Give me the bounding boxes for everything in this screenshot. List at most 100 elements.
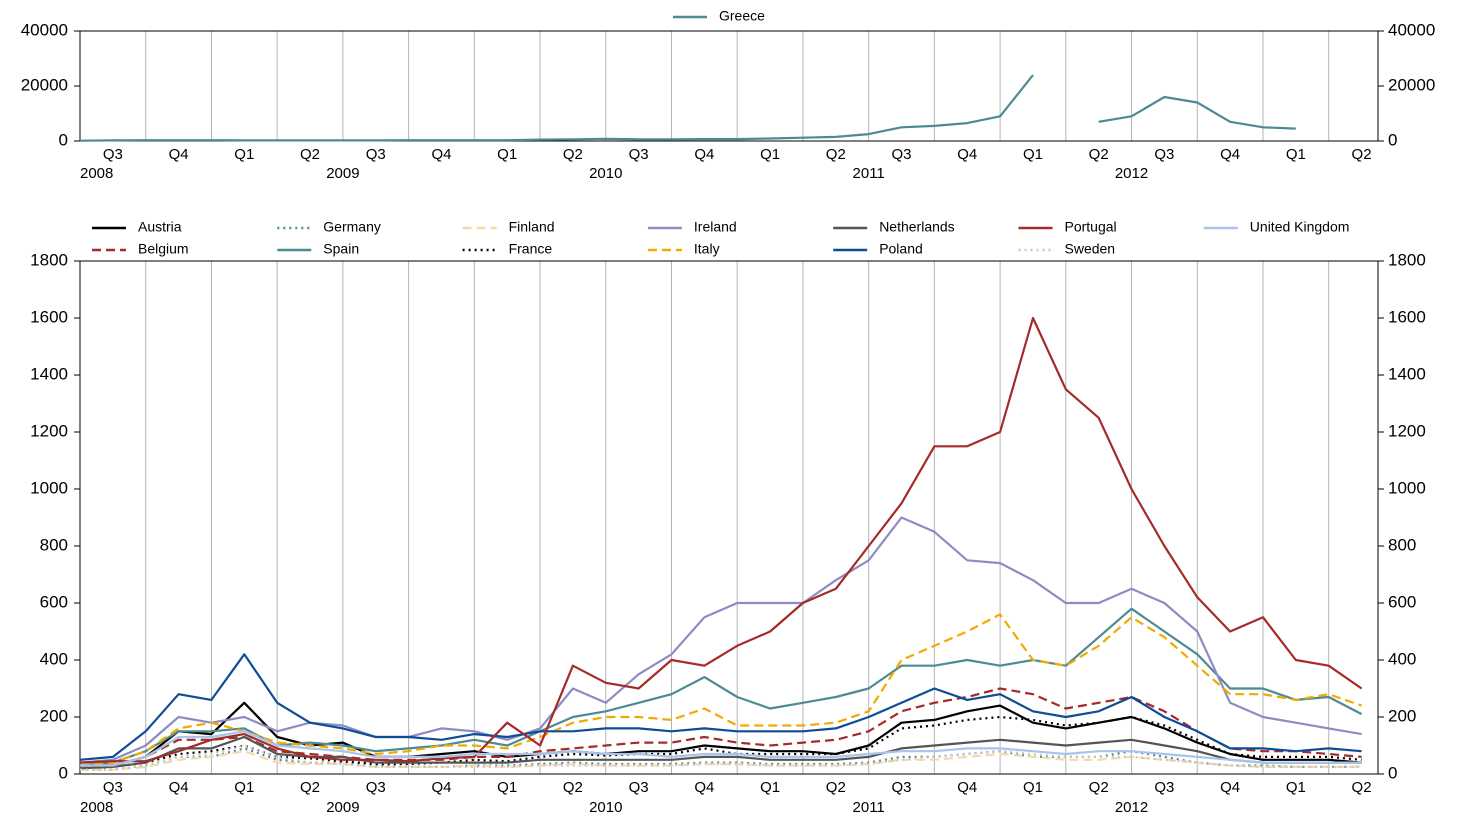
x-tick-label: Q3: [892, 146, 912, 163]
y-tick-label-right: 40000: [1388, 20, 1435, 39]
y-tick-label: 0: [59, 763, 68, 782]
series-line: [79, 715, 1362, 770]
x-tick-label: Q1: [760, 779, 780, 796]
series-line: [80, 701, 1362, 767]
legend-label: Netherlands: [879, 219, 955, 235]
x-tick-label: Q2: [1352, 779, 1372, 796]
x-tick-label: Q1: [1023, 779, 1043, 796]
legend-label: France: [509, 241, 553, 257]
y-tick-label: 1600: [30, 307, 68, 326]
legend-label: Italy: [694, 241, 720, 257]
series-line: [79, 516, 1362, 764]
x-tick-label: Q4: [1220, 779, 1240, 796]
year-label: 2012: [1115, 165, 1148, 182]
legend-label: Ireland: [694, 219, 737, 235]
year-label: 2008: [80, 165, 113, 182]
x-tick-label: Q4: [957, 146, 977, 163]
series-line: [79, 613, 1362, 767]
year-label: 2009: [326, 165, 359, 182]
y-tick-label-right: 1800: [1388, 250, 1426, 269]
x-tick-label: Q1: [1023, 146, 1043, 163]
year-label: 2010: [589, 165, 622, 182]
series-line: [80, 687, 1362, 767]
y-tick-label-right: 20000: [1388, 75, 1435, 94]
y-tick-label-right: 400: [1388, 649, 1416, 668]
x-tick-label: Q3: [366, 779, 386, 796]
x-tick-label: Q4: [169, 146, 189, 163]
x-tick-label: Q3: [103, 779, 123, 796]
x-tick-label: Q2: [1089, 779, 1109, 796]
series-line: [79, 316, 1363, 764]
plot-frame: [79, 30, 1379, 142]
year-label: 2009: [326, 799, 359, 816]
legend-label: Belgium: [138, 241, 189, 257]
series-line: [80, 730, 1362, 767]
legend-label: Greece: [719, 8, 765, 24]
x-tick-label: Q3: [892, 779, 912, 796]
year-label: 2010: [589, 799, 622, 816]
year-label: 2011: [853, 799, 885, 816]
y-tick-label: 1800: [30, 250, 68, 269]
legend-label: Finland: [509, 219, 555, 235]
x-tick-label: Q4: [694, 779, 714, 796]
x-tick-label: Q4: [169, 779, 189, 796]
x-tick-label: Q2: [563, 146, 583, 163]
x-tick-label: Q4: [431, 779, 451, 796]
y-tick-label: 800: [40, 535, 68, 554]
y-tick-label: 1200: [30, 421, 68, 440]
series-line: [80, 744, 1362, 771]
x-tick-label: Q3: [629, 146, 649, 163]
x-tick-label: Q3: [629, 779, 649, 796]
legend-label: Austria: [138, 219, 182, 235]
y-tick-label: 1000: [30, 478, 68, 497]
y-tick-label-right: 1000: [1388, 478, 1426, 497]
legend-label: Poland: [879, 241, 923, 257]
x-tick-label: Q2: [563, 779, 583, 796]
legend-label: Germany: [323, 219, 381, 235]
x-tick-label: Q4: [431, 146, 451, 163]
y-tick-label: 40000: [21, 20, 68, 39]
y-tick-label-right: 800: [1388, 535, 1416, 554]
y-tick-label: 1400: [30, 364, 68, 383]
legend-label: Sweden: [1065, 241, 1116, 257]
legend-label: Portugal: [1065, 219, 1117, 235]
y-tick-label: 20000: [21, 75, 68, 94]
x-tick-label: Q2: [300, 146, 320, 163]
legend-label: Spain: [323, 241, 359, 257]
x-tick-label: Q1: [234, 146, 254, 163]
x-tick-label: Q4: [1220, 146, 1240, 163]
y-tick-label: 0: [59, 130, 68, 149]
x-tick-label: Q1: [497, 146, 517, 163]
x-tick-label: Q2: [1352, 146, 1372, 163]
y-tick-label-right: 1600: [1388, 307, 1426, 326]
x-tick-label: Q4: [957, 779, 977, 796]
plot-frame: [79, 260, 1379, 775]
x-tick-label: Q1: [234, 779, 254, 796]
x-tick-label: Q1: [1286, 146, 1306, 163]
y-tick-label: 200: [40, 706, 68, 725]
x-tick-label: Q3: [103, 146, 123, 163]
legend-label: United Kingdom: [1250, 219, 1350, 235]
y-tick-label-right: 0: [1388, 763, 1397, 782]
x-tick-label: Q2: [826, 146, 846, 163]
x-tick-label: Q1: [760, 146, 780, 163]
year-label: 2011: [853, 165, 885, 182]
x-tick-label: Q1: [1286, 779, 1306, 796]
x-tick-label: Q3: [1154, 779, 1174, 796]
x-tick-label: Q3: [366, 146, 386, 163]
x-tick-label: Q3: [1154, 146, 1174, 163]
y-tick-label-right: 0: [1388, 130, 1397, 149]
x-tick-label: Q2: [826, 779, 846, 796]
y-tick-label-right: 200: [1388, 706, 1416, 725]
series-line: [80, 747, 1362, 771]
x-tick-label: Q2: [1089, 146, 1109, 163]
x-tick-label: Q2: [300, 779, 320, 796]
y-tick-label-right: 1200: [1388, 421, 1426, 440]
y-tick-label: 400: [40, 649, 68, 668]
series-line: [79, 735, 1362, 770]
x-tick-label: Q1: [497, 779, 517, 796]
y-tick-label-right: 600: [1388, 592, 1416, 611]
year-label: 2008: [80, 799, 113, 816]
series-line: [80, 75, 1362, 141]
